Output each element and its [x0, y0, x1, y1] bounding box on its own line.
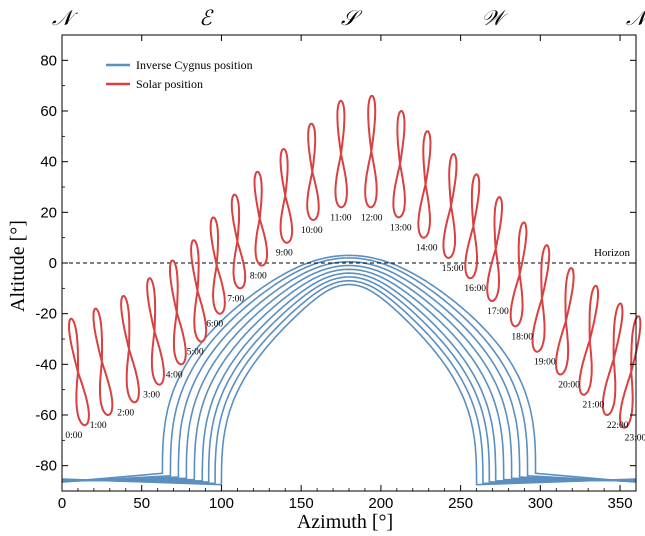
hour-label: 10:00	[301, 226, 323, 236]
cygnus-track	[61, 257, 637, 483]
cygnus-track	[61, 260, 637, 483]
hour-label: 6:00	[206, 320, 223, 330]
y-tick-label: 60	[40, 103, 57, 120]
hour-label: 5:00	[187, 348, 204, 358]
analemma-1100	[334, 99, 348, 209]
analemma-2300	[618, 315, 642, 429]
hour-label: 8:00	[250, 272, 267, 282]
y-tick-label: 40	[40, 154, 57, 171]
hour-label: 21:00	[583, 401, 605, 411]
analemma-1200	[364, 94, 378, 209]
legend: Inverse Cygnus position Solar position	[106, 58, 253, 91]
analemma-100	[92, 307, 114, 417]
hour-label: 4:00	[166, 370, 183, 380]
plot-area	[61, 94, 642, 486]
x-tick-label: 150	[289, 495, 314, 512]
analemma-800	[253, 170, 269, 267]
hour-label: 18:00	[511, 332, 533, 342]
x-tick-label: 0	[58, 495, 66, 512]
y-tick-label: 0	[49, 255, 57, 272]
hour-label: 11:00	[330, 213, 352, 223]
y-tick-label: -20	[35, 306, 57, 323]
hour-label: 20:00	[558, 380, 580, 390]
analemma-400	[169, 259, 187, 366]
analemma-1500	[442, 153, 458, 259]
analemma-300	[146, 277, 165, 386]
y-tick-label: 80	[40, 52, 57, 69]
x-tick-label: 300	[528, 495, 553, 512]
analemma-1300	[392, 109, 406, 219]
cygnus-track	[61, 272, 637, 482]
analemma-1600	[464, 173, 481, 280]
hour-label: 0:00	[65, 431, 82, 441]
analemma-500	[190, 239, 208, 343]
compass-label: 𝒮	[341, 6, 363, 30]
x-tick-label: 200	[368, 495, 393, 512]
hour-label: 7:00	[227, 294, 244, 304]
y-tick-label: -80	[35, 458, 57, 475]
compass-label: 𝒲	[481, 6, 508, 30]
hour-label: 22:00	[607, 421, 629, 431]
hour-label: 1:00	[90, 421, 107, 431]
analemma-900	[279, 147, 294, 244]
y-axis-title: Altitude [°]	[7, 220, 29, 312]
cygnus-track	[61, 264, 637, 482]
cygnus-track	[61, 276, 637, 483]
hour-label: 13:00	[390, 223, 412, 233]
hour-label: 16:00	[464, 284, 486, 294]
x-tick-label: 100	[209, 495, 234, 512]
cygnus-track	[61, 279, 637, 485]
horizon-label: Horizon	[594, 247, 631, 259]
y-tick-label: -60	[35, 407, 57, 424]
hour-label: 12:00	[361, 213, 383, 223]
cygnus-track	[61, 268, 637, 482]
x-tick-label: 50	[133, 495, 150, 512]
hour-label: 2:00	[117, 408, 134, 418]
analemma-600	[209, 216, 226, 315]
y-tick-label: -40	[35, 356, 57, 373]
analemma-700	[230, 193, 247, 290]
hour-label: 15:00	[442, 264, 464, 274]
analemma-200	[120, 294, 140, 404]
hour-label: 17:00	[487, 307, 509, 317]
compass-label: ℰ	[199, 6, 214, 30]
analemma-000	[67, 317, 90, 427]
x-axis-title: Azimuth [°]	[297, 511, 393, 533]
x-tick-label: 250	[448, 495, 473, 512]
cygnus-track	[61, 283, 637, 486]
hour-label: 23:00	[625, 434, 645, 444]
legend-label-solar: Solar position	[136, 77, 203, 91]
compass-label: 𝒩	[626, 6, 645, 30]
analemma-1800	[509, 221, 528, 328]
hour-label: 19:00	[534, 358, 556, 368]
analemma-1400	[417, 130, 432, 239]
hour-label: 9:00	[276, 249, 293, 259]
hour-label: 14:00	[416, 244, 438, 254]
analemma-1700	[486, 196, 503, 303]
legend-label-cygnus: Inverse Cygnus position	[136, 58, 253, 72]
analemma-2200	[601, 302, 624, 417]
axes: Horizon 0:00 1:00 2:00 3:00 4:00 5:00 6:00 7:00 8…	[35, 6, 645, 512]
analemma-2100	[578, 284, 599, 396]
analemma-2000	[555, 267, 575, 376]
compass-label: 𝒩	[52, 6, 78, 30]
hour-label: 3:00	[143, 391, 160, 401]
x-tick-label: 350	[608, 495, 633, 512]
y-tick-label: 20	[40, 204, 57, 221]
analemma-1000	[306, 122, 320, 221]
analemma-1900	[531, 244, 551, 353]
